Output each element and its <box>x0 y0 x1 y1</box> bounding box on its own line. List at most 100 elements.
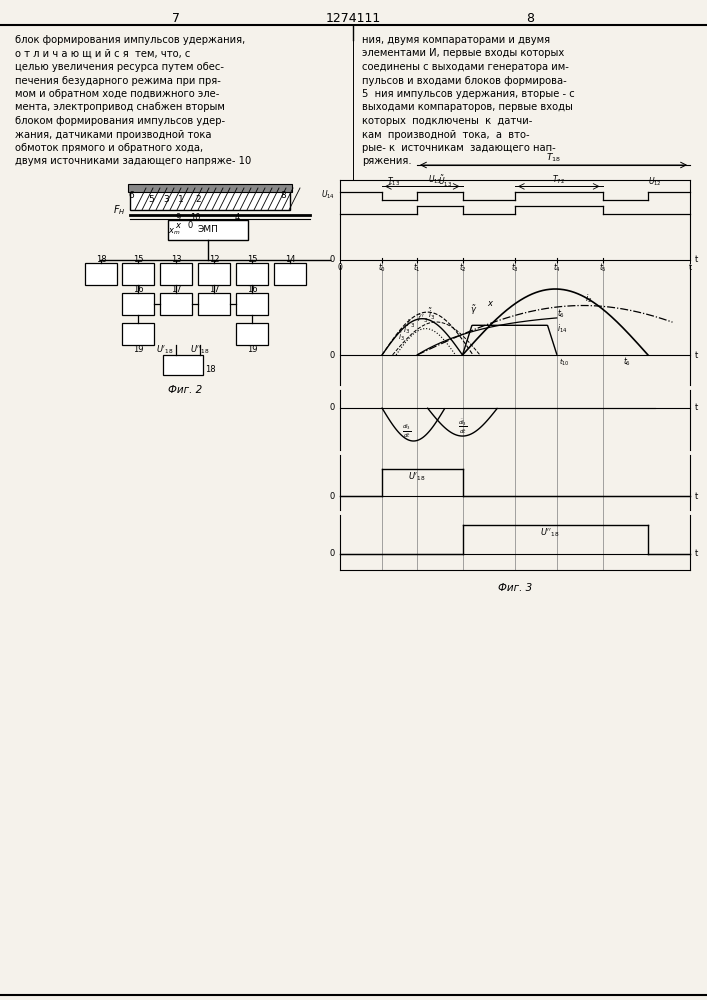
Text: печения безударного режима при пря-: печения безударного режима при пря- <box>15 76 221 86</box>
Text: x: x <box>175 221 180 230</box>
Text: 0: 0 <box>329 549 335 558</box>
Text: 8: 8 <box>280 190 286 200</box>
Text: t: t <box>689 263 691 272</box>
Text: 5: 5 <box>148 196 153 205</box>
Text: $\frac{di_3}{dt}$: $\frac{di_3}{dt}$ <box>402 422 411 440</box>
Text: мента, электропривод снабжен вторым: мента, электропривод снабжен вторым <box>15 103 225 112</box>
Bar <box>160 293 192 315</box>
Text: 4: 4 <box>235 213 240 222</box>
Bar <box>236 263 268 285</box>
Text: 17: 17 <box>209 286 219 294</box>
Text: блоком формирования импульсов удер-: блоком формирования импульсов удер- <box>15 116 225 126</box>
Text: $x_m$: $x_m$ <box>168 227 180 237</box>
Bar <box>198 293 230 315</box>
Text: 0: 0 <box>329 492 335 501</box>
Text: $U_{14}$: $U_{14}$ <box>321 188 335 201</box>
Text: блок формирования импульсов удержания,: блок формирования импульсов удержания, <box>15 35 245 45</box>
Text: $i_2$: $i_2$ <box>585 293 592 305</box>
Text: ряжения.: ряжения. <box>362 156 411 166</box>
Text: целью увеличения ресурса путем обес-: целью увеличения ресурса путем обес- <box>15 62 224 72</box>
Text: 9: 9 <box>175 213 180 222</box>
Text: t: t <box>695 255 699 264</box>
Text: $T_{18}$: $T_{18}$ <box>546 152 561 164</box>
Text: 7: 7 <box>172 11 180 24</box>
Text: 17: 17 <box>170 286 181 294</box>
Text: $T_{13}$: $T_{13}$ <box>387 175 400 188</box>
Text: $\tilde{U}_{13}$: $\tilde{U}_{13}$ <box>438 174 452 189</box>
Text: 18: 18 <box>205 365 216 374</box>
Text: 2: 2 <box>195 196 201 205</box>
Text: $t_2$: $t_2$ <box>459 262 467 274</box>
Bar <box>236 323 268 345</box>
Text: обмоток прямого и обратного хода,: обмоток прямого и обратного хода, <box>15 143 203 153</box>
Text: $t_5$: $t_5$ <box>599 262 607 274</box>
Text: $\tilde{i}_3$: $\tilde{i}_3$ <box>428 307 435 322</box>
Text: Фиг. 3: Фиг. 3 <box>498 583 532 593</box>
Text: о т л и ч а ю щ и й с я  тем, что, с: о т л и ч а ю щ и й с я тем, что, с <box>15 48 190 58</box>
Text: 1274111: 1274111 <box>325 11 380 24</box>
Bar <box>122 263 154 285</box>
Text: $U''_{18}$: $U''_{18}$ <box>540 527 560 539</box>
Text: 0: 0 <box>329 351 335 360</box>
Text: $i_{14}$: $i_{14}$ <box>557 322 568 335</box>
Text: двумя источниками задающего напряже- 10: двумя источниками задающего напряже- 10 <box>15 156 251 166</box>
Bar <box>85 263 117 285</box>
Text: 16: 16 <box>247 286 257 294</box>
Text: $U_{13}$: $U_{13}$ <box>428 173 441 186</box>
Text: жания, датчиками производной тока: жания, датчиками производной тока <box>15 129 211 139</box>
Text: ния, двумя компараторами и двумя: ния, двумя компараторами и двумя <box>362 35 550 45</box>
Text: выходами компараторов, первые входы: выходами компараторов, первые входы <box>362 103 573 112</box>
Text: $t_0$: $t_0$ <box>378 262 386 274</box>
Text: 0: 0 <box>337 263 342 272</box>
Text: кам  производной  тока,  а  вто-: кам производной тока, а вто- <box>362 129 530 139</box>
Text: $t_1$: $t_1$ <box>413 262 421 274</box>
Text: 0: 0 <box>188 221 193 230</box>
Text: t: t <box>695 403 699 412</box>
Text: 16: 16 <box>133 286 144 294</box>
Bar <box>274 263 306 285</box>
Text: $U'_{18}$: $U'_{18}$ <box>408 471 426 483</box>
Text: рые- к  источникам  задающего нап-: рые- к источникам задающего нап- <box>362 143 556 153</box>
Text: 5  ния импульсов удержания, вторые - с: 5 ния импульсов удержания, вторые - с <box>362 89 575 99</box>
Text: x: x <box>487 299 492 308</box>
Text: $\frac{\tilde{di}_3}{dt}$: $\frac{\tilde{di}_3}{dt}$ <box>457 417 467 436</box>
Bar <box>236 293 268 315</box>
Bar <box>130 188 290 210</box>
Bar <box>128 184 292 192</box>
Bar <box>122 293 154 315</box>
Text: t: t <box>695 351 699 360</box>
Text: 13: 13 <box>170 255 181 264</box>
Bar <box>198 263 230 285</box>
Text: $F_H$: $F_H$ <box>113 203 126 217</box>
Text: $t_{10}$: $t_{10}$ <box>559 356 570 368</box>
Text: $t_4$: $t_4$ <box>553 262 561 274</box>
Text: t: t <box>695 549 699 558</box>
Text: $i'_3$: $i'_3$ <box>407 317 416 330</box>
Text: 3: 3 <box>163 196 169 205</box>
Text: $t_6$: $t_6$ <box>623 356 631 368</box>
Text: $\tilde{\gamma}$: $\tilde{\gamma}$ <box>469 303 477 317</box>
Text: которых  подключены  к  датчи-: которых подключены к датчи- <box>362 116 532 126</box>
Text: ЭМП: ЭМП <box>197 226 218 234</box>
Text: $t_6$: $t_6$ <box>557 308 565 320</box>
Text: 19: 19 <box>247 344 257 354</box>
Text: пульсов и входами блоков формирова-: пульсов и входами блоков формирова- <box>362 76 567 86</box>
Bar <box>160 263 192 285</box>
Text: мом и обратном ходе подвижного эле-: мом и обратном ходе подвижного эле- <box>15 89 219 99</box>
Bar <box>163 355 203 375</box>
Text: 15: 15 <box>133 255 144 264</box>
Text: 19: 19 <box>133 344 144 354</box>
Text: 8: 8 <box>526 11 534 24</box>
Bar <box>122 323 154 345</box>
Text: 14: 14 <box>285 255 296 264</box>
Text: $U'_{18}$: $U'_{18}$ <box>156 344 174 356</box>
Text: 15: 15 <box>247 255 257 264</box>
Text: 12: 12 <box>209 255 219 264</box>
Text: 0: 0 <box>329 255 335 264</box>
Text: $i_3$: $i_3$ <box>403 324 410 336</box>
Text: 0: 0 <box>329 403 335 412</box>
Text: $t_3$: $t_3$ <box>511 262 519 274</box>
Bar <box>168 220 248 240</box>
Text: 18: 18 <box>95 255 106 264</box>
Text: соединены с выходами генератора им-: соединены с выходами генератора им- <box>362 62 569 72</box>
